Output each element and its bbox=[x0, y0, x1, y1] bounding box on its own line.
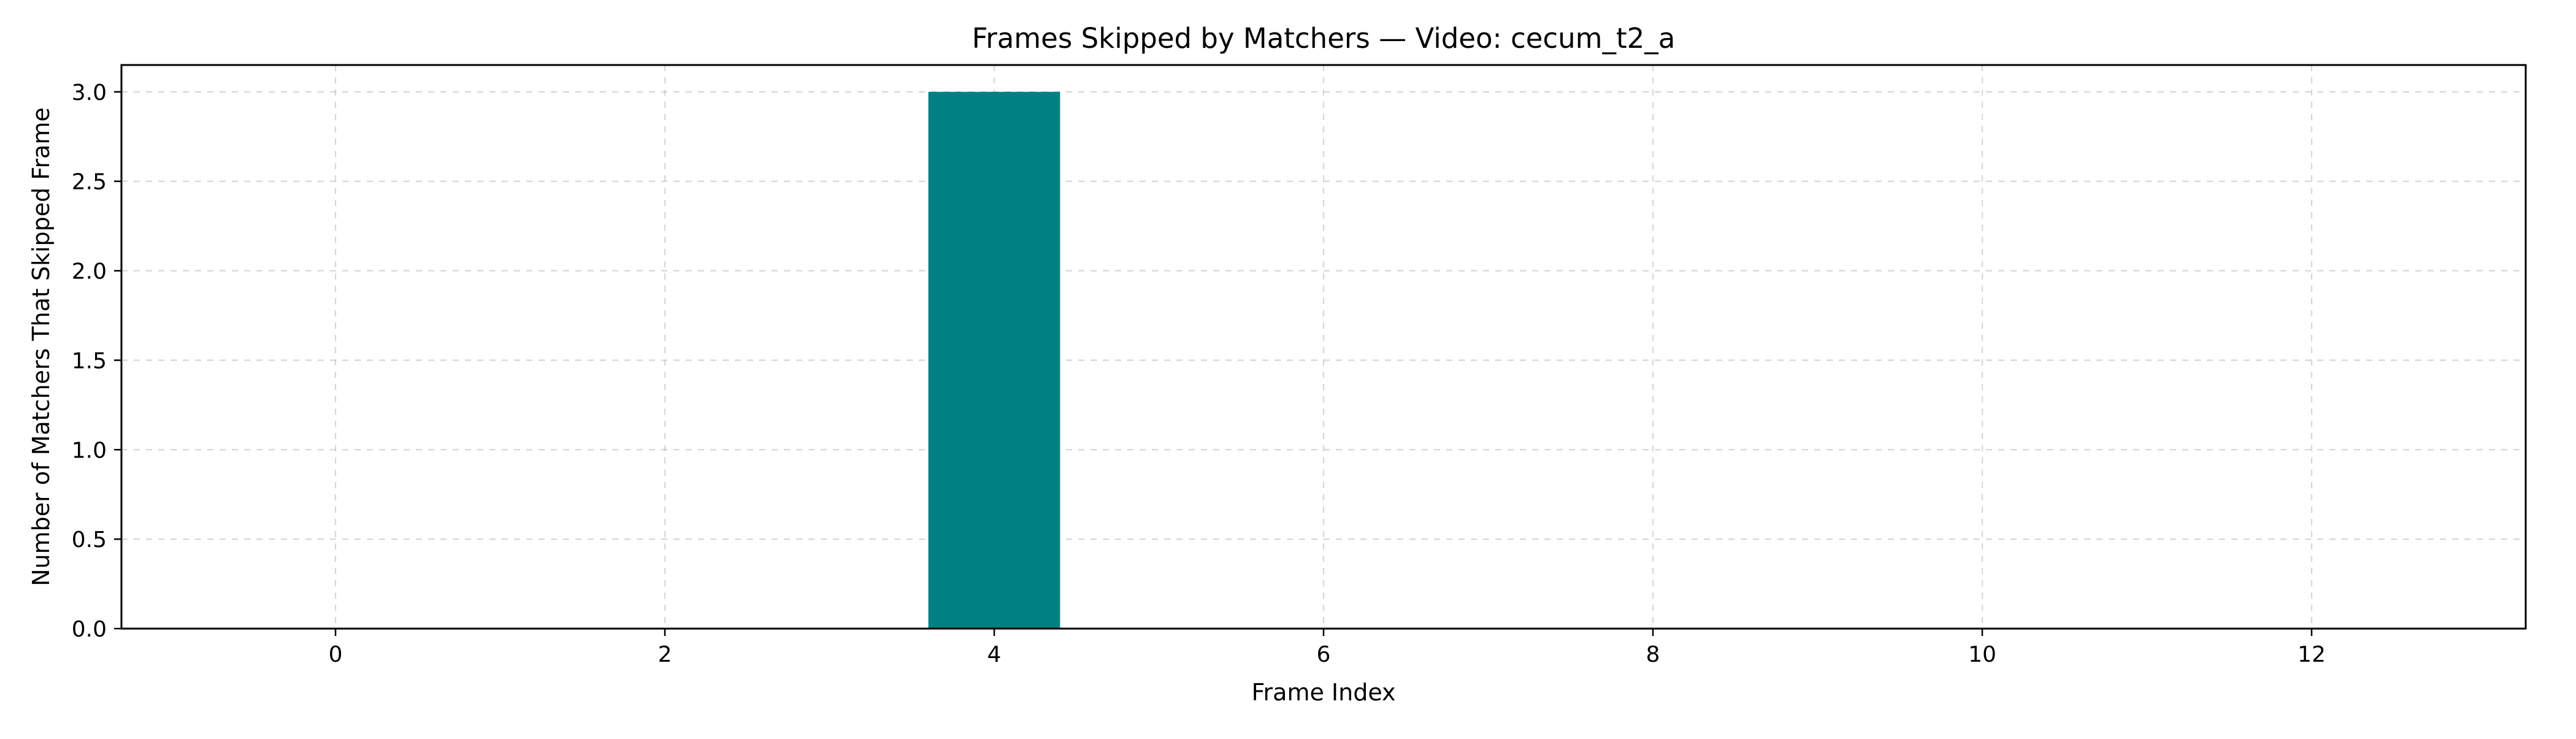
x-tick-label: 4 bbox=[987, 642, 1002, 667]
y-tick-label: 2.5 bbox=[72, 170, 107, 195]
x-tick-label: 8 bbox=[1646, 642, 1660, 667]
chart-title: Frames Skipped by Matchers — Video: cecu… bbox=[972, 22, 1676, 55]
x-tick-label: 2 bbox=[658, 642, 672, 667]
x-tick-label: 6 bbox=[1317, 642, 1331, 667]
y-tick-label: 1.5 bbox=[72, 348, 107, 373]
x-tick-label: 12 bbox=[2298, 642, 2326, 667]
y-tick-label: 1.0 bbox=[72, 438, 107, 463]
y-axis-label: Number of Matchers That Skipped Frame bbox=[28, 107, 55, 586]
ticks: 0 2 4 6 8 10 12 0.0 0.5 1.0 1.5 2.0 2.5 3.0 bbox=[72, 80, 2326, 667]
x-tick-label: 0 bbox=[329, 642, 343, 667]
x-axis-label: Frame Index bbox=[1251, 679, 1395, 706]
y-tick-label: 0.5 bbox=[72, 527, 107, 553]
y-tick-label: 3.0 bbox=[72, 80, 107, 105]
bars bbox=[928, 91, 1060, 629]
y-tick-label: 2.0 bbox=[72, 259, 107, 285]
x-tick-label: 10 bbox=[1968, 642, 1996, 667]
bar-frame-4 bbox=[928, 91, 1060, 629]
y-tick-label: 0.0 bbox=[72, 617, 107, 642]
